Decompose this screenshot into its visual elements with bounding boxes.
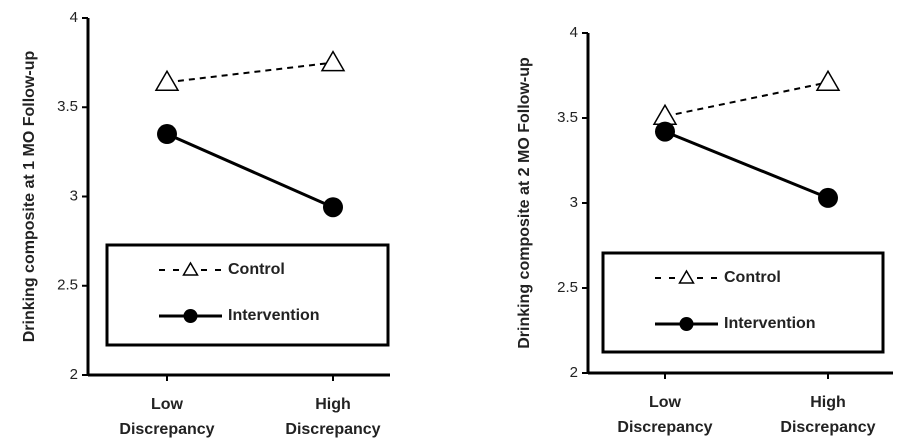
series-line xyxy=(166,132,334,209)
x-tick-label-line: Discrepancy xyxy=(780,419,875,436)
legend-box xyxy=(105,243,390,347)
x-tick-label: Low Discrepancy xyxy=(617,394,712,436)
x-tick-label-line: Discrepancy xyxy=(617,419,712,436)
x-tick-label-line: Low xyxy=(649,394,682,411)
x-tick-label-line: Discrepancy xyxy=(285,421,380,438)
series-line xyxy=(166,61,334,84)
marker-circle xyxy=(655,121,675,142)
y-tick-label: 2.5 xyxy=(557,279,578,296)
x-tick-label: High Discrepancy xyxy=(780,394,875,436)
marker-triangle xyxy=(815,69,841,92)
x-tick-label-line: High xyxy=(810,394,846,411)
legend-label: Intervention xyxy=(228,307,320,324)
y-axis-label: Drinking composite at 1 MO Follow-up xyxy=(21,50,38,342)
y-axis-label: Drinking composite at 2 MO Follow-up xyxy=(516,57,533,349)
y-tick-label: 3.5 xyxy=(557,109,578,126)
y-tick-label: 2 xyxy=(70,366,78,383)
series-line xyxy=(664,81,829,118)
legend-label: Intervention xyxy=(724,315,816,332)
x-tick-label: High Discrepancy xyxy=(285,396,380,438)
marker-triangle xyxy=(320,50,346,72)
y-tick-label: 2.5 xyxy=(57,277,78,294)
x-tick-label-line: High xyxy=(315,396,351,413)
marker-circle xyxy=(323,197,343,218)
legend-marker xyxy=(678,269,695,284)
legend-box xyxy=(601,251,885,354)
x-tick-label-line: Low xyxy=(151,396,184,413)
y-tick-label: 4 xyxy=(70,9,78,26)
marker-circle xyxy=(157,124,177,145)
legend-label: Control xyxy=(228,261,285,278)
y-tick-label: 3 xyxy=(70,187,78,204)
y-tick-label: 4 xyxy=(570,24,578,41)
legend-marker xyxy=(182,261,199,276)
y-tick-label: 2 xyxy=(570,364,578,381)
marker-circle xyxy=(818,187,838,208)
marker-triangle xyxy=(652,103,678,126)
x-tick-label-line: Discrepancy xyxy=(119,421,214,438)
y-tick-label: 3.5 xyxy=(57,98,78,115)
x-tick-label: Low Discrepancy xyxy=(119,396,214,438)
legend-label: Control xyxy=(724,269,781,286)
y-tick-label: 3 xyxy=(570,194,578,211)
series-line xyxy=(664,130,829,200)
marker-triangle xyxy=(154,69,180,92)
legend-marker xyxy=(183,309,198,323)
legend-marker xyxy=(679,317,694,331)
